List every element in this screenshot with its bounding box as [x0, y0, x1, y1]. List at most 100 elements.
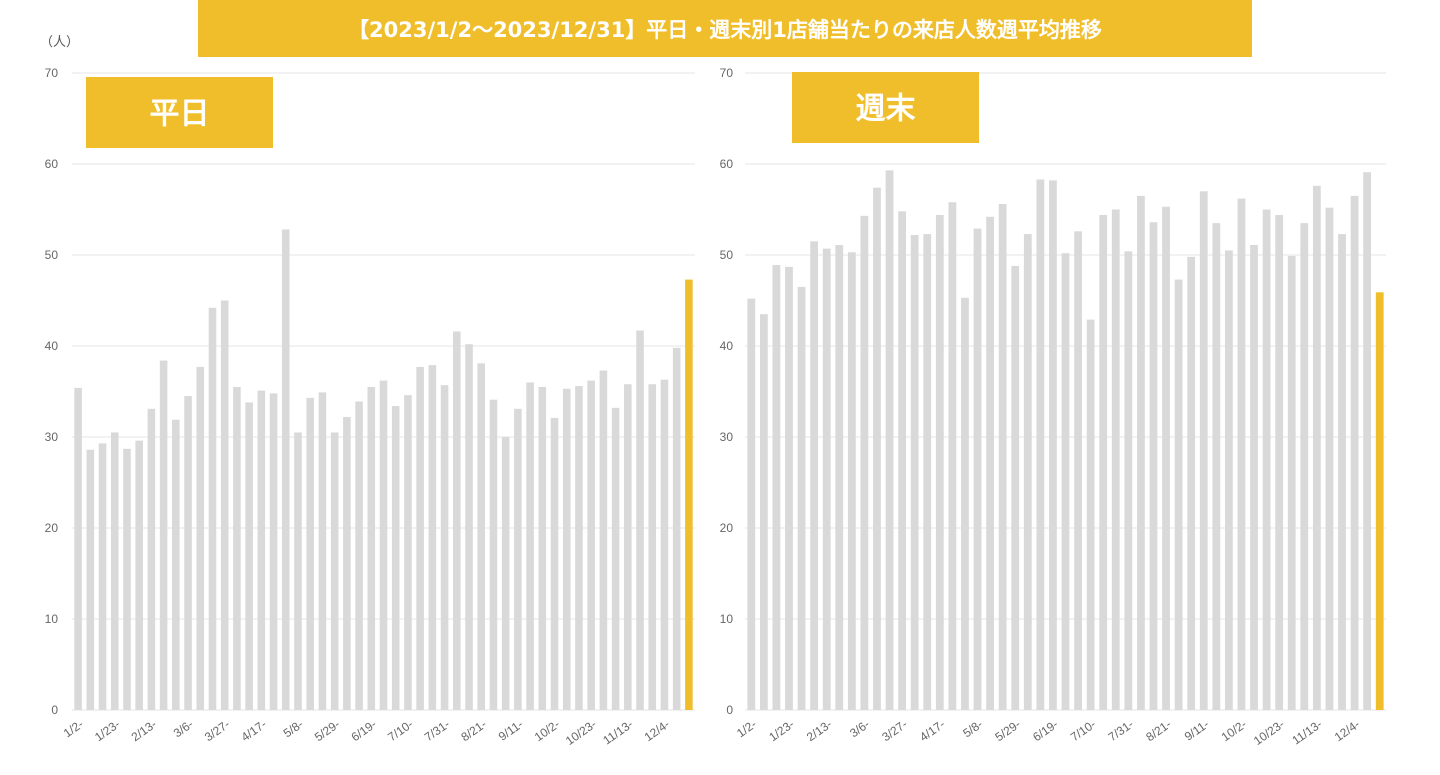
- x-tick-label: 4/17-: [917, 717, 947, 744]
- y-tick-label: 0: [51, 703, 58, 717]
- bar: [611, 407, 620, 710]
- x-tick-label: 7/10-: [1068, 717, 1098, 744]
- bar: [910, 234, 919, 711]
- bar: [1174, 279, 1183, 710]
- bar: [1011, 265, 1020, 710]
- bar: [1275, 214, 1284, 710]
- x-tick-label: 11/13-: [600, 717, 635, 747]
- chart-title-banner: 【2023/1/2～2023/12/31】平日・週末別1店舗当たりの来店人数週平…: [198, 0, 1252, 57]
- bar: [660, 379, 669, 710]
- x-tick-label: 6/19-: [349, 717, 379, 744]
- bar: [1363, 172, 1372, 710]
- panel-title-box: [86, 77, 273, 148]
- bar: [1111, 209, 1120, 710]
- x-tick-label: 4/17-: [239, 717, 269, 744]
- bar: [1061, 253, 1070, 710]
- bar: [860, 215, 869, 710]
- bar: [847, 252, 856, 710]
- bar: [885, 170, 894, 710]
- bar: [785, 266, 793, 710]
- bar: [1149, 222, 1158, 711]
- bar: [599, 370, 608, 710]
- x-tick-label: 5/8-: [281, 717, 306, 740]
- bar: [1199, 191, 1208, 711]
- bar: [1375, 292, 1384, 710]
- y-tick-label: 20: [720, 521, 734, 535]
- bar: [550, 417, 559, 710]
- bar: [123, 448, 131, 710]
- bar: [636, 330, 644, 710]
- y-tick-label: 10: [720, 612, 734, 626]
- bar: [379, 380, 388, 710]
- x-tick-label: 6/19-: [1030, 717, 1060, 744]
- bar: [1124, 251, 1133, 711]
- bar: [220, 300, 229, 710]
- bar: [501, 437, 510, 710]
- x-tick-label: 9/11-: [496, 717, 526, 744]
- bar: [1338, 234, 1346, 710]
- panel-title: 平日: [150, 97, 210, 132]
- bar: [1312, 185, 1321, 711]
- bar: [587, 380, 595, 710]
- bar: [1287, 255, 1296, 710]
- bar: [973, 228, 982, 711]
- y-tick-label: 30: [45, 430, 59, 444]
- x-tick-label: 12/4-: [642, 717, 672, 744]
- bar: [477, 363, 486, 710]
- bar: [998, 204, 1007, 711]
- x-tick-label: 1/23-: [766, 717, 796, 744]
- x-tick-label: 5/8-: [960, 717, 985, 740]
- bar: [159, 360, 168, 710]
- bar: [575, 386, 583, 710]
- bar: [1099, 214, 1108, 710]
- panel-title-box: [792, 72, 979, 143]
- bar: [948, 202, 957, 710]
- bar: [624, 384, 632, 710]
- bar: [98, 443, 107, 710]
- bar: [672, 347, 681, 710]
- panel-title: 週末: [856, 92, 916, 127]
- bar: [1237, 198, 1246, 710]
- x-tick-label: 8/21-: [459, 717, 489, 744]
- bar: [986, 216, 994, 710]
- bar: [428, 365, 437, 710]
- y-tick-label: 40: [720, 339, 734, 353]
- bar: [923, 234, 932, 710]
- bar: [172, 419, 180, 710]
- bar: [367, 386, 376, 710]
- x-tick-label: 10/2-: [1219, 717, 1249, 744]
- bar: [648, 384, 657, 710]
- x-tick-label: 10/23-: [563, 717, 599, 748]
- x-tick-label: 2/13-: [129, 717, 159, 744]
- x-tick-label: 2/13-: [804, 717, 834, 744]
- bar: [1036, 179, 1045, 711]
- bar: [86, 449, 95, 710]
- bar: [147, 408, 156, 710]
- x-tick-label: 7/31-: [1106, 717, 1136, 744]
- x-tick-label: 3/27-: [879, 717, 909, 744]
- y-tick-label: 10: [45, 612, 59, 626]
- bar: [184, 396, 192, 710]
- y-unit-label: （人）: [40, 35, 79, 50]
- bar: [685, 279, 693, 710]
- bar: [747, 298, 756, 710]
- x-tick-label: 5/29-: [312, 717, 342, 744]
- bar: [514, 408, 522, 710]
- bar: [245, 402, 253, 710]
- bar: [233, 386, 241, 710]
- bar: [294, 432, 302, 710]
- bar: [810, 241, 819, 710]
- bar: [1187, 256, 1196, 710]
- bar: [1212, 223, 1221, 710]
- bar: [772, 265, 781, 710]
- x-tick-label: 9/11-: [1182, 717, 1212, 744]
- bar: [1162, 206, 1170, 710]
- y-tick-label: 50: [720, 248, 734, 262]
- bar: [74, 387, 82, 710]
- bar: [873, 187, 881, 710]
- bar: [1300, 223, 1309, 710]
- bar: [1023, 234, 1032, 710]
- y-tick-label: 50: [45, 248, 59, 262]
- bar: [465, 344, 473, 710]
